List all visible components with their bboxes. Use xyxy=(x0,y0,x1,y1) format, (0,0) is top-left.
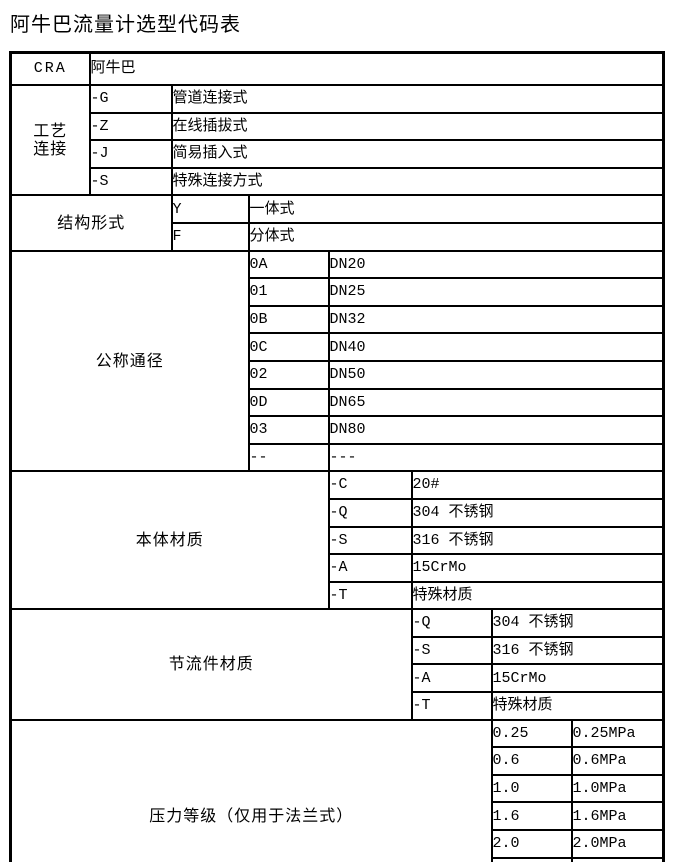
code-cell: -J xyxy=(88,139,173,169)
desc-cell: DN25 xyxy=(327,277,665,307)
table-row: -S 316 不锈钢 xyxy=(11,635,665,666)
table-row: F 分体式 xyxy=(11,221,665,252)
desc-cell: 2.0MPa xyxy=(570,829,665,859)
desc-cell: DN80 xyxy=(327,415,665,445)
code-cell: 2.5 xyxy=(490,856,573,862)
section-label-structure-form: 结构形式 xyxy=(9,194,173,252)
table-row: 1.6 1.6MPa xyxy=(11,801,665,832)
code-cell: Y xyxy=(170,194,250,224)
table-row: 本体材质 -C 20# xyxy=(9,470,665,611)
desc-cell: 15CrMo xyxy=(410,553,665,583)
desc-cell: 简易插入式 xyxy=(170,139,665,169)
code-cell: -T xyxy=(410,691,493,721)
desc-cell: 2.5MPa xyxy=(570,856,665,862)
code-cell: -- xyxy=(247,442,330,473)
code-cell: 1.0 xyxy=(490,773,573,804)
desc-cell: 0.6MPa xyxy=(570,746,665,776)
code-cell: 2.0 xyxy=(490,829,573,859)
table-row: 0B DN32 xyxy=(11,304,665,335)
code-cell: 1.6 xyxy=(490,801,573,832)
desc-cell: 分体式 xyxy=(247,221,665,252)
code-cell: -T xyxy=(327,580,413,611)
table-row: 0C DN40 xyxy=(11,332,665,362)
table-row: -Q 304 不锈钢 xyxy=(11,497,665,528)
table-row: -Z 在线插拔式 xyxy=(11,111,665,142)
section-label-nominal-diameter: 公称通径 xyxy=(9,249,250,473)
desc-cell: DN65 xyxy=(327,387,665,418)
page-title: 阿牛巴流量计选型代码表 xyxy=(10,12,241,36)
table-row: 节流件材质 -Q 304 不锈钢 xyxy=(9,608,665,721)
code-cell: 0.6 xyxy=(490,746,573,776)
code-cell: 0D xyxy=(247,387,330,418)
table-row: -A 15CrMo xyxy=(11,663,665,694)
code-cell: -Q xyxy=(327,497,413,528)
code-cell: 0B xyxy=(247,304,330,335)
code-cell: -A xyxy=(327,553,413,583)
table-row: CRA 阿牛巴 xyxy=(9,51,665,86)
code-cell: -Q xyxy=(410,608,493,638)
desc-cell: DN50 xyxy=(327,359,665,390)
code-cell: 0A xyxy=(247,249,330,280)
table-row: -- --- xyxy=(11,442,665,473)
desc-cell: 特殊连接方式 xyxy=(170,166,665,197)
table-row: -A 15CrMo xyxy=(11,553,665,583)
code-cell: 03 xyxy=(247,415,330,445)
section-label-body-material: 本体材质 xyxy=(9,470,330,611)
desc-cell: 特殊材质 xyxy=(490,691,665,721)
section-label-throttle-material: 节流件材质 xyxy=(9,608,413,721)
table-row: -T 特殊材质 xyxy=(11,580,665,611)
code-cell: -S xyxy=(88,166,173,197)
table-row: 02 DN50 xyxy=(11,359,665,390)
desc-cell: 1.6MPa xyxy=(570,801,665,832)
desc-cell: 管道连接式 xyxy=(170,84,665,114)
table-row: -J 简易插入式 xyxy=(11,139,665,169)
desc-cell: --- xyxy=(327,442,665,473)
table-row: 0D DN65 xyxy=(11,387,665,418)
table-row: 工艺 连接 -G 管道连接式 xyxy=(9,83,665,197)
section-label-process-connection: 工艺 连接 xyxy=(9,83,91,197)
code-cell: -S xyxy=(410,635,493,666)
code-cell: 01 xyxy=(247,277,330,307)
code-cell: -C xyxy=(327,470,413,500)
desc-cell: 316 不锈钢 xyxy=(410,525,665,556)
desc-cell: DN20 xyxy=(327,249,665,280)
code-cell: 02 xyxy=(247,359,330,390)
table-row: 03 DN80 xyxy=(11,415,665,445)
code-cell: -S xyxy=(327,525,413,556)
desc-cell: 一体式 xyxy=(247,194,665,224)
table-row: -T 特殊材质 xyxy=(11,691,665,721)
table-row: 2.5 2.5MPa xyxy=(11,856,665,862)
desc-cell: DN32 xyxy=(327,304,665,335)
code-cell: 0C xyxy=(247,332,330,362)
desc-cell: DN40 xyxy=(327,332,665,362)
section-label-pressure-rating: 压力等级（仅用于法兰式） xyxy=(9,718,493,862)
table-row: -S 316 不锈钢 xyxy=(11,525,665,556)
desc-cell: 1.0MPa xyxy=(570,773,665,804)
code-cell: -A xyxy=(410,663,493,694)
table-row: 压力等级（仅用于法兰式） 0.25 0.25MPa xyxy=(9,718,665,862)
desc-cell: 316 不锈钢 xyxy=(490,635,665,666)
table-row: 01 DN25 xyxy=(11,277,665,307)
code-cell: 0.25 xyxy=(490,718,573,749)
desc-cell: 特殊材质 xyxy=(410,580,665,611)
code-cell: -G xyxy=(88,84,173,114)
table-row: -S 特殊连接方式 xyxy=(11,166,665,197)
table-row: 结构形式 Y 一体式 xyxy=(9,194,665,252)
code-cell: -Z xyxy=(88,111,173,142)
code-cell: F xyxy=(170,221,250,252)
desc-cell: 0.25MPa xyxy=(570,718,665,749)
table-row: 2.0 2.0MPa xyxy=(11,829,665,859)
desc-cell: 304 不锈钢 xyxy=(490,608,665,638)
table-row: 0.6 0.6MPa xyxy=(11,746,665,776)
table-row: 1.0 1.0MPa xyxy=(11,773,665,804)
selection-code-table: CRA 阿牛巴 工艺 连接 -G 管道连接式 -Z 在线插拔式 -J 简易插入式… xyxy=(9,51,666,862)
model-name-cell: 阿牛巴 xyxy=(88,51,665,86)
desc-cell: 304 不锈钢 xyxy=(410,497,665,528)
desc-cell: 20# xyxy=(410,470,665,500)
desc-cell: 15CrMo xyxy=(490,663,665,694)
desc-cell: 在线插拔式 xyxy=(170,111,665,142)
table-row: 公称通径 0A DN20 xyxy=(9,249,665,473)
model-code-cell: CRA xyxy=(9,51,91,86)
